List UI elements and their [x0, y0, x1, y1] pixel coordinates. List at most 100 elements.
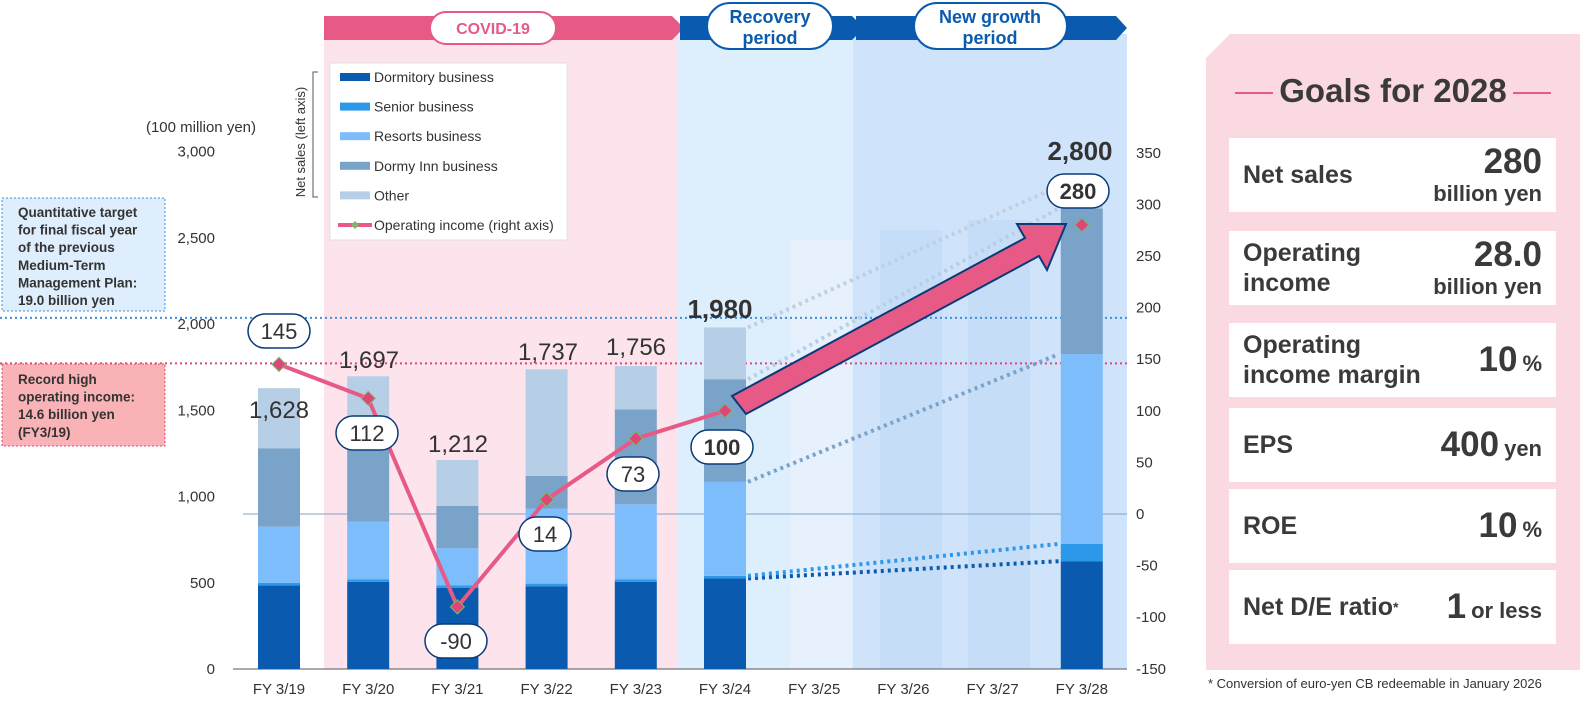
- x-tick-label: FY 3/26: [877, 681, 929, 698]
- legend-swatch: [340, 161, 370, 170]
- bar-total-label: 1,737: [518, 339, 578, 366]
- operating-income-marker: [628, 430, 644, 447]
- bar-segment: [1060, 561, 1103, 669]
- bar-total-label: 2,800: [1047, 136, 1112, 166]
- operating-income-label-box: [335, 415, 399, 451]
- legend-entry-label: Dormitory business: [374, 69, 494, 85]
- goal-card-net-de-ratio: Net D/E ratio * 1 or less: [1229, 570, 1556, 644]
- goal-value: 10: [1478, 506, 1518, 545]
- phase-label-recovery: Recovery: [729, 7, 810, 27]
- bar-segment: [258, 448, 300, 527]
- operating-income-label-box: [247, 313, 311, 349]
- bar-segment: [704, 481, 746, 576]
- bar-segment: [614, 579, 657, 582]
- target-annotation-text: Medium-Term: [18, 258, 106, 273]
- legend-swatch: [340, 191, 370, 200]
- goals-title: Goals for 2028: [1206, 72, 1580, 110]
- legend-group-label: Net sales (left axis): [293, 87, 308, 198]
- bar-segment: [525, 586, 568, 669]
- right-tick-label: 350: [1136, 145, 1161, 162]
- bar-total-label: 1,980: [687, 294, 752, 324]
- operating-income-label-box: [606, 456, 660, 492]
- x-tick-label: FY 3/27: [966, 681, 1018, 698]
- phase-label-recovery: period: [742, 28, 797, 48]
- bar-segment: [258, 388, 300, 449]
- stripe: [968, 220, 1030, 669]
- bar-segment: [258, 526, 300, 583]
- operating-income-marker: [360, 390, 376, 407]
- goal-unit: %: [1522, 351, 1542, 376]
- operating-income-label: -90: [440, 629, 472, 654]
- legend-entry-label: Dormy Inn business: [374, 158, 498, 174]
- forecast-connector: [747, 541, 1060, 578]
- right-tick-label: 200: [1136, 300, 1161, 317]
- bar-segment: [614, 504, 657, 580]
- operating-income-line: [278, 362, 726, 611]
- left-tick-label: 2,500: [177, 230, 215, 247]
- operating-income-label: 73: [621, 462, 645, 487]
- goal-card-operating-income: Operating income 28.0 billion yen: [1229, 231, 1556, 305]
- right-tick-label: 100: [1136, 403, 1161, 420]
- goal-value: 1: [1446, 587, 1467, 626]
- goal-unit: billion yen: [1433, 181, 1542, 206]
- bar-segment: [436, 505, 479, 549]
- x-tick-label: FY 3/20: [342, 681, 394, 698]
- bar-total-label: 1,212: [428, 431, 488, 458]
- left-tick-label: 1,000: [177, 489, 215, 506]
- footnote: * Conversion of euro-yen CB redeemable i…: [1208, 676, 1542, 691]
- bar-segment: [347, 521, 390, 580]
- bar-segment: [525, 583, 568, 587]
- goal-unit: or less: [1471, 598, 1542, 623]
- bar-total-label: 1,697: [339, 347, 399, 374]
- right-tick-label: 250: [1136, 248, 1161, 265]
- x-tick-label: FY 3/19: [253, 681, 305, 698]
- legend-swatch: [340, 132, 370, 141]
- goal-unit: %: [1522, 517, 1542, 542]
- operating-income-marker: [1074, 217, 1090, 233]
- goal-label: EPS: [1243, 431, 1294, 459]
- operating-income-label: 100: [704, 435, 741, 460]
- x-tick-label: FY 3/28: [1056, 681, 1108, 698]
- left-axis-unit: (100 million yen): [146, 119, 256, 136]
- bar-segment: [704, 327, 746, 380]
- phase-label-growth: New growth: [939, 7, 1041, 27]
- goal-value: 400: [1440, 425, 1500, 464]
- operating-income-label: 14: [533, 522, 557, 547]
- bar-segment: [347, 581, 390, 669]
- bar-segment: [436, 548, 479, 586]
- left-tick-label: 0: [207, 661, 215, 678]
- legend-line-marker: [351, 221, 359, 229]
- legend-swatch: [340, 102, 370, 111]
- record-annotation-text: 14.6 billion yen: [18, 407, 115, 422]
- goal-label-sup: *: [1393, 599, 1399, 615]
- target-annotation-text: Quantitative target: [18, 205, 138, 220]
- bar-segment: [258, 582, 300, 586]
- operating-income-marker: [449, 599, 466, 615]
- goal-card-eps: EPS 400 yen: [1229, 408, 1556, 482]
- goal-label: Net sales: [1243, 161, 1353, 189]
- x-tick-label: FY 3/24: [699, 681, 751, 698]
- goal-value: 280: [1483, 142, 1542, 181]
- record-annotation-text: (FY3/19): [18, 425, 71, 440]
- operating-income-label-box: [690, 429, 754, 465]
- bar-segment: [258, 585, 300, 669]
- legend-entry-label: Senior business: [374, 99, 474, 115]
- operating-income-label-box: [1046, 173, 1110, 209]
- bar-total-label: 1,756: [606, 334, 666, 361]
- bar-segment: [347, 579, 390, 582]
- phase-label-box-recovery: [706, 2, 834, 50]
- bar-segment: [436, 459, 479, 506]
- goal-label: ROE: [1243, 512, 1298, 540]
- right-tick-label: -150: [1136, 661, 1166, 678]
- goal-card-operating-margin: Operating income margin 10%: [1229, 323, 1556, 397]
- left-tick-label: 1,500: [177, 402, 215, 419]
- growth-arrow: [730, 223, 1068, 416]
- legend-swatch: [340, 73, 370, 81]
- legend-box: [329, 62, 568, 241]
- goal-label: Net D/E ratio *: [1243, 593, 1399, 621]
- bar-total-label: 1,628: [249, 397, 309, 424]
- right-tick-label: 0: [1136, 506, 1144, 523]
- goal-label: Operating income: [1243, 239, 1362, 297]
- bar-segment: [704, 575, 746, 579]
